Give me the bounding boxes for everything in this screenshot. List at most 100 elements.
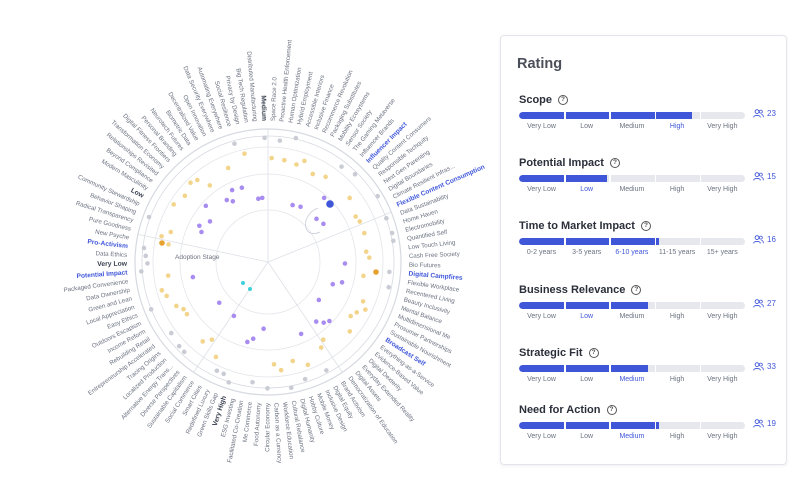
info-icon[interactable]: ?	[609, 158, 620, 168]
info-icon[interactable]: ?	[631, 285, 642, 295]
rating-scale-option[interactable]: Very High	[707, 123, 738, 130]
rating-scale-option[interactable]: Medium	[619, 123, 645, 130]
rating-count[interactable]: 27	[753, 299, 776, 308]
rating-scale-option[interactable]: Very High	[707, 313, 738, 320]
radar-dot	[321, 320, 327, 325]
rating-scale-option[interactable]: 15+ years	[706, 249, 738, 256]
radar-dot	[262, 135, 267, 141]
rating-bar-separator	[654, 302, 657, 309]
info-icon[interactable]: ?	[588, 348, 599, 358]
rating-bar[interactable]	[519, 175, 745, 182]
radar-dot	[190, 274, 196, 280]
radar-dot	[313, 319, 319, 324]
radar-dot	[138, 269, 144, 274]
radar-label[interactable]: Very Low	[97, 261, 128, 268]
rating-bar[interactable]	[519, 365, 745, 372]
rating-scale-option[interactable]: Very Low	[527, 313, 556, 320]
rating-scale-option[interactable]: 0-2 years	[526, 249, 557, 256]
rating-scale-option[interactable]: Very High	[707, 186, 738, 193]
rating-scale-option[interactable]: 6-10 years	[615, 249, 649, 256]
rating-count-value: 23	[767, 109, 776, 118]
radar-dot	[363, 307, 368, 312]
radar-label[interactable]: Digital Campfires	[408, 270, 463, 281]
rating-bar[interactable]	[519, 238, 745, 245]
radar-label[interactable]: Medium	[259, 95, 267, 121]
rating-scale-option[interactable]: Medium	[619, 376, 645, 383]
radar-label[interactable]: Potential Impact	[76, 269, 128, 280]
rating-scale-option[interactable]: Very High	[707, 433, 738, 440]
rating-bar[interactable]	[519, 302, 745, 309]
rating-scale-labels: Very Low Low Medium High Very High	[519, 376, 745, 388]
radar-label[interactable]: Food Autonomy	[253, 402, 263, 447]
radar-dot	[347, 195, 352, 201]
radar-label[interactable]: Pro-Activism	[87, 239, 128, 251]
radar-dot	[213, 354, 219, 360]
radar-dot	[302, 158, 307, 164]
radar-dot	[174, 303, 179, 309]
rating-scale-option[interactable]: High	[669, 433, 685, 440]
radar-dot	[290, 202, 295, 208]
rating-scale-option[interactable]: Medium	[619, 433, 645, 440]
radar-dot	[209, 337, 215, 342]
rating-section: Time to Market Impact? 0-2 years 3-5 years…	[519, 220, 776, 276]
radar-dot	[200, 339, 206, 344]
rating-bar[interactable]	[519, 422, 745, 429]
radar-dot	[176, 343, 182, 349]
rating-section-label: Business Relevance	[519, 284, 626, 296]
rating-section-title: Time to Market Impact?	[519, 220, 651, 232]
radar-dot	[231, 313, 237, 319]
rating-scale-option[interactable]: Low	[580, 313, 594, 320]
rating-bar-separator	[609, 112, 611, 119]
radar-dot	[250, 379, 255, 385]
rating-scale-option[interactable]: Low	[580, 433, 594, 440]
rating-bar-separator	[564, 112, 566, 119]
rating-scale-option[interactable]: Very High	[707, 376, 738, 383]
users-icon	[753, 419, 764, 428]
rating-section: Scope? Very Low Low Medium High Very High 23	[519, 94, 776, 150]
radar-dot	[339, 164, 344, 169]
rating-bar-separator	[564, 365, 566, 372]
rating-scale-option[interactable]: 3-5 years	[572, 249, 602, 256]
rating-bar[interactable]	[519, 112, 745, 119]
rating-count[interactable]: 19	[753, 419, 776, 428]
rating-scale-option[interactable]: Low	[580, 376, 594, 383]
info-icon[interactable]: ?	[640, 221, 651, 231]
rating-scale-option[interactable]: High	[669, 376, 685, 383]
radar-label[interactable]: Cash Free Society	[409, 251, 461, 260]
radar-label[interactable]: Circular Economy	[264, 402, 271, 452]
radar-label[interactable]: Low Touch Living	[408, 239, 456, 251]
rating-scale-option[interactable]: Very Low	[527, 433, 556, 440]
rating-scale-option[interactable]: High	[669, 313, 685, 320]
radar-dot	[314, 216, 319, 222]
rating-scale-option[interactable]: Medium	[619, 313, 645, 320]
users-icon	[753, 299, 764, 308]
radar-dot	[352, 171, 358, 177]
radar-label[interactable]: Carbon as a Currency	[272, 403, 283, 465]
radar-dot	[194, 177, 200, 183]
rating-bar-separator	[654, 365, 657, 372]
rating-scale-option[interactable]: Low	[580, 186, 594, 193]
rating-scale-option[interactable]: High	[669, 123, 685, 130]
radar-dot	[305, 362, 311, 368]
radar-dot	[347, 329, 353, 334]
rating-scale-option[interactable]: Very Low	[527, 123, 556, 130]
rating-section-title: Need for Action?	[519, 404, 617, 416]
radar-dot	[214, 368, 220, 374]
rating-count[interactable]: 23	[753, 109, 776, 118]
rating-count[interactable]: 33	[753, 362, 776, 371]
rating-scale-option[interactable]: High	[669, 186, 685, 193]
info-icon[interactable]: ?	[606, 405, 617, 415]
rating-section: Potential Impact? Very Low Low Medium High Ve…	[519, 157, 776, 213]
radar-label[interactable]: Space Race 2.0	[270, 76, 279, 121]
info-icon[interactable]: ?	[558, 95, 569, 105]
radar-label[interactable]: Bio Futures	[409, 262, 441, 270]
radar-spoke	[267, 211, 392, 263]
rating-scale-option[interactable]: 11-15 years	[658, 249, 696, 256]
rating-scale-option[interactable]: Medium	[619, 186, 645, 193]
rating-count[interactable]: 16	[753, 235, 776, 244]
rating-scale-option[interactable]: Very Low	[527, 376, 556, 383]
radar-label[interactable]: Data Ethics	[95, 250, 127, 259]
rating-scale-option[interactable]: Very Low	[527, 186, 556, 193]
rating-count[interactable]: 15	[753, 172, 776, 181]
rating-scale-option[interactable]: Low	[580, 123, 594, 130]
